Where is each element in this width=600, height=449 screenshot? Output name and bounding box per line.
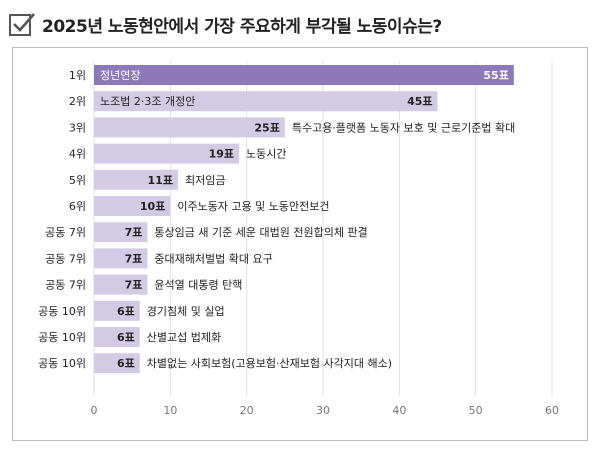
bar-value-label: 6표 — [117, 357, 135, 370]
bar — [94, 248, 148, 269]
bar-category-label: 이주노동자 고용 및 노동안전보건 — [177, 200, 329, 213]
bar — [94, 117, 285, 138]
bar-category-label: 차별없는 사회보험(고용보험·산재보험 사각지대 해소) — [147, 356, 392, 370]
bar — [94, 169, 178, 190]
bar-category-label: 노동시간 — [246, 148, 286, 161]
bar-value-label: 6표 — [117, 331, 135, 344]
x-tick-label: 60 — [545, 404, 559, 417]
x-tick-label: 40 — [392, 404, 406, 417]
bar-value-label: 55표 — [483, 69, 508, 82]
rank-label: 공동 7위 — [45, 226, 86, 239]
bar — [94, 327, 140, 347]
bar-category-label: 정년연장 — [100, 69, 140, 82]
rank-label: 3위 — [69, 121, 86, 134]
bar — [94, 222, 148, 243]
x-tick-label: 50 — [469, 404, 483, 417]
bar-value-label: 10표 — [140, 200, 165, 213]
bar — [94, 91, 438, 112]
chart-title: 2025년 노동현안에서 가장 주요하게 부각될 노동이슈는? — [42, 17, 442, 37]
rank-label: 2위 — [69, 95, 86, 108]
bar-value-label: 6표 — [117, 305, 135, 318]
rank-label: 공동 10위 — [38, 305, 86, 318]
x-tick-label: 20 — [240, 404, 254, 417]
x-tick-label: 10 — [163, 404, 177, 417]
bar-category-label: 최저임금 — [185, 174, 225, 187]
rank-label: 공동 7위 — [45, 252, 86, 265]
bar-category-label: 산별교섭 법제화 — [147, 331, 221, 344]
bar-category-label: 윤석열 대통령 탄핵 — [154, 279, 242, 292]
chart-header: 2025년 노동현안에서 가장 주요하게 부각될 노동이슈는? — [8, 8, 592, 42]
checkbox-check-icon — [9, 13, 35, 36]
bar-category-label: 특수고용·플랫폼 노동자 보호 및 근로기준법 확대 — [292, 121, 515, 134]
rank-label: 5위 — [69, 174, 86, 187]
bar — [94, 300, 140, 321]
rank-label: 1위 — [69, 69, 86, 82]
bar — [94, 65, 514, 85]
x-tick-label: 30 — [316, 404, 330, 417]
bar-category-label: 경기침체 및 실업 — [147, 305, 225, 318]
bar-value-label: 11표 — [148, 174, 173, 187]
bar-value-label: 7표 — [125, 279, 143, 292]
bar-value-label: 19표 — [209, 148, 234, 161]
rank-label: 공동 10위 — [38, 331, 86, 344]
chart-frame — [12, 47, 588, 441]
rank-label: 공동 7위 — [45, 279, 86, 292]
bar-value-label: 7표 — [125, 226, 143, 239]
rank-label: 4위 — [69, 148, 86, 161]
bar-category-label: 중대재해처벌법 확대 요구 — [154, 251, 272, 265]
bar-value-label: 25표 — [254, 121, 279, 134]
bar — [94, 196, 171, 216]
x-tick-label: 0 — [91, 404, 98, 417]
bar — [94, 143, 240, 164]
bar-category-label: 통상임금 새 기준 세운 대법원 전원합의체 판결 — [154, 226, 367, 239]
bar-value-label: 45표 — [407, 95, 432, 108]
rank-label: 6위 — [69, 200, 86, 213]
rank-label: 공동 10위 — [38, 357, 86, 370]
bar-value-label: 7표 — [125, 252, 143, 265]
bar — [94, 274, 148, 295]
bar — [94, 353, 140, 374]
bar-category-label: 노조법 2·3조 개정안 — [100, 95, 195, 108]
